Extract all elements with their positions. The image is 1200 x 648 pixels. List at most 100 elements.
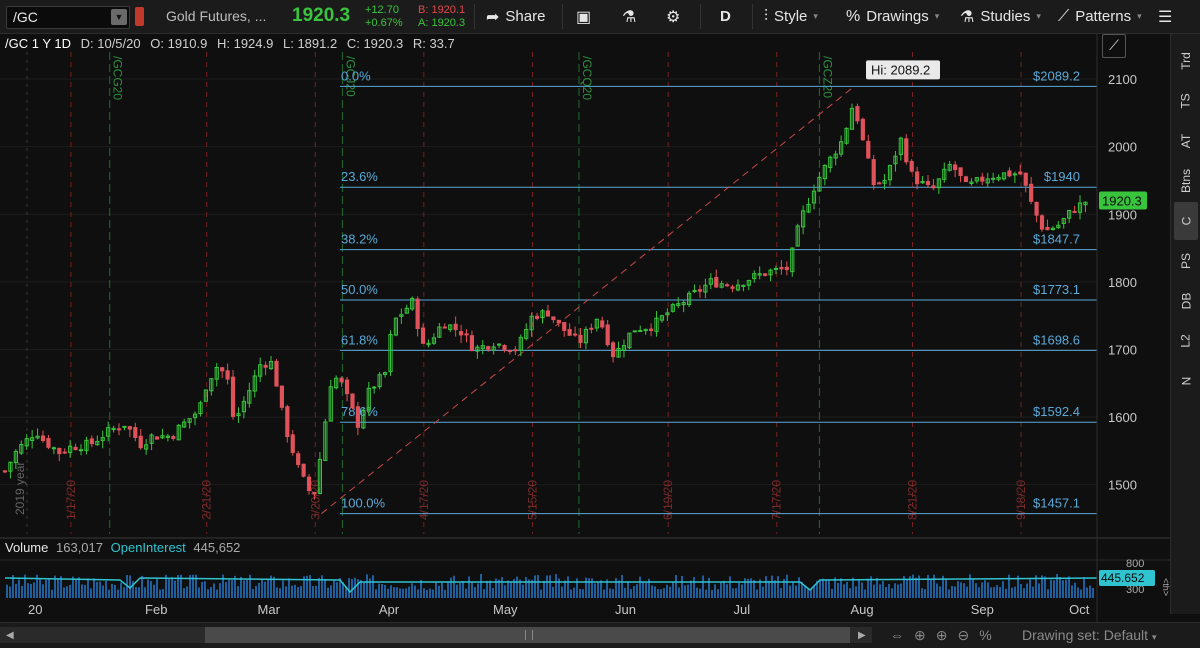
scroll-left-icon[interactable]: ◀ <box>6 630 14 641</box>
sidebar-item-c[interactable]: C <box>1174 202 1198 240</box>
percent-icon[interactable]: % <box>979 627 992 643</box>
candle-body <box>860 118 865 141</box>
trendline[interactable] <box>321 85 855 515</box>
link-color-tag[interactable] <box>135 7 144 26</box>
candle-body <box>795 225 800 247</box>
style-button[interactable]: ⫶ Style ▾ <box>764 7 818 26</box>
candle-body <box>312 491 317 495</box>
volume-bar <box>45 579 47 598</box>
pan-icon[interactable]: ⇔ <box>890 627 904 643</box>
symbol-input[interactable]: /GC ▼ <box>6 6 130 29</box>
volume-bar <box>423 588 425 598</box>
candle-body <box>616 347 621 358</box>
volume-bar <box>318 577 320 598</box>
candle-body <box>898 137 903 155</box>
volume-bar <box>150 580 152 598</box>
high-annotation-text: Hi: 2089.2 <box>871 62 930 77</box>
candle-body <box>355 406 361 428</box>
scroll-right-icon[interactable]: ▶ <box>858 630 866 641</box>
aggregation-button[interactable]: D <box>720 0 731 33</box>
horizontal-scrollbar[interactable]: ◀ ▶ <box>0 627 872 643</box>
volume-bar <box>789 585 791 598</box>
sidebar-item-l2[interactable]: L2 <box>1174 322 1198 360</box>
crosshair-icon[interactable]: ⊕ <box>914 627 926 643</box>
candle-body <box>648 328 654 332</box>
sidebar-item-n[interactable]: N <box>1174 362 1198 400</box>
volume-bar <box>243 580 245 598</box>
volume-bar <box>741 584 743 598</box>
candle-body <box>735 284 741 291</box>
volume-bar <box>60 576 62 598</box>
zoom-in-icon[interactable]: ⊕ <box>935 627 948 643</box>
sidebar-item-db[interactable]: DB <box>1174 282 1198 320</box>
candle-body <box>171 436 176 439</box>
annotations: Hi: 2089.2 <box>866 60 940 80</box>
candle-body <box>464 333 469 336</box>
volume-bar <box>147 579 149 598</box>
volume-bar <box>192 574 194 598</box>
alert-button[interactable]: ▣ <box>576 0 591 33</box>
more-button[interactable]: ☰ <box>1158 0 1172 33</box>
candle-body <box>507 350 513 353</box>
volume-bar <box>786 574 788 598</box>
chevron-down-icon[interactable]: ▼ <box>111 9 127 25</box>
candle-body <box>692 290 697 293</box>
sidebar-item-btns[interactable]: Btns <box>1174 162 1198 200</box>
volume-bar <box>642 582 644 598</box>
volume-bar <box>414 585 416 598</box>
drawing-set[interactable]: Drawing set: Default ▾ <box>1022 627 1157 643</box>
bid-price: B: 1920.1 <box>418 4 466 16</box>
flask-button[interactable]: ⚗ <box>622 0 636 33</box>
volume-bar <box>585 577 587 598</box>
volume-bar <box>828 580 830 598</box>
candle-body <box>448 324 453 331</box>
candle-body <box>350 393 355 409</box>
studies-button[interactable]: ⚗ Studies ▾ <box>960 8 1041 26</box>
candle-body <box>621 345 627 351</box>
volume-bar <box>954 586 956 598</box>
candle-body <box>610 342 616 358</box>
sidebar-item-at[interactable]: AT <box>1174 122 1198 160</box>
info-open: O: 1910.9 <box>150 36 208 51</box>
volume-bar <box>264 581 266 598</box>
volume-bar <box>246 579 248 598</box>
drawings-button[interactable]: % Drawings ▾ <box>846 7 940 26</box>
candle-body <box>382 372 388 375</box>
candle-body <box>518 336 523 351</box>
volume-bar <box>651 585 653 598</box>
volume-bar <box>504 585 506 598</box>
candle-body <box>1072 210 1077 213</box>
price-chart[interactable]: 1/17/20 2/21/20 3/20/20 4/17/20 5/15/20 6/19/… <box>0 0 1200 622</box>
volume-bar <box>201 582 203 598</box>
share-button[interactable]: ➦ Share <box>486 0 545 33</box>
sidebar-item-ps[interactable]: PS <box>1174 242 1198 280</box>
volume-bar <box>135 587 137 598</box>
volume-bar <box>1056 574 1058 598</box>
price-tick-label: 1700 <box>1108 342 1137 357</box>
volume-bar <box>957 581 959 598</box>
ask-price: A: 1920.3 <box>418 17 466 29</box>
volume-bar <box>639 576 641 598</box>
volume-bar <box>732 588 734 598</box>
candle-body <box>458 331 464 336</box>
patterns-button[interactable]: ⟋ Patterns ▾ <box>1058 7 1142 26</box>
candle-body <box>980 176 985 182</box>
candle-body <box>844 127 849 144</box>
volume-bar <box>513 579 515 598</box>
volume-bar <box>141 575 143 598</box>
scroll-thumb[interactable] <box>205 627 850 643</box>
volume-bar <box>168 579 170 598</box>
oi-value: 445,652 <box>193 540 241 555</box>
sidebar-item-trd[interactable]: Trd <box>1174 42 1198 80</box>
settings-button[interactable]: ⚙ <box>666 0 680 33</box>
volume-bar <box>159 589 161 598</box>
fibonacci-retracement[interactable]: 0.0% $2089.2 23.6% $1940 38.2% $1847.7 50.0% $1… <box>340 68 1097 515</box>
sidebar-item-ts[interactable]: TS <box>1174 82 1198 120</box>
price-tick-label: 1500 <box>1108 478 1137 493</box>
volume-bar <box>165 574 167 598</box>
zoom-out-icon[interactable]: ⊖ <box>957 627 970 643</box>
expand-icon[interactable]: ⟋ <box>1102 34 1126 58</box>
candle-body <box>540 310 545 319</box>
candle-body <box>991 177 996 180</box>
